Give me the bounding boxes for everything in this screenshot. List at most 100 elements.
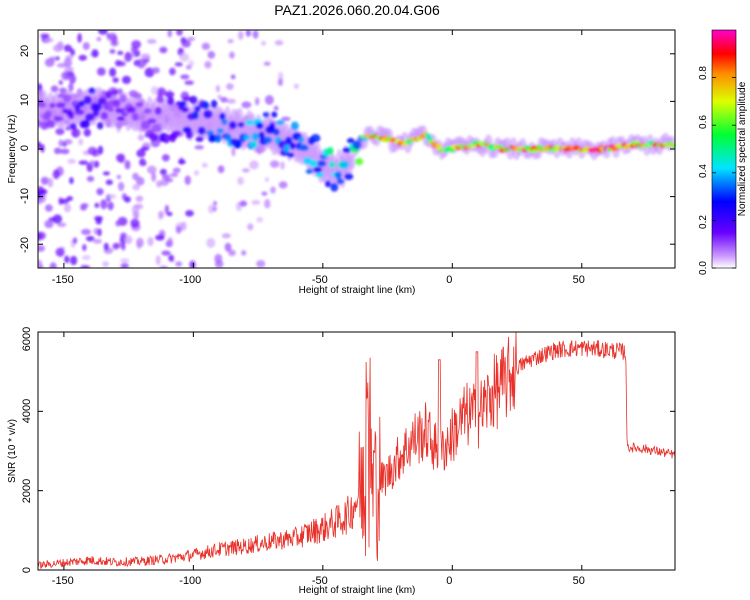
spectrogram-cell — [326, 146, 334, 156]
spectrogram-cell — [227, 39, 234, 44]
spectrogram-cell — [346, 137, 355, 144]
spectrogram-cell — [135, 176, 145, 186]
spectrogram-cell — [130, 218, 140, 229]
spectrogram-cell — [126, 106, 136, 114]
spectrogram-cell — [176, 30, 183, 36]
spectrogram-x-axis-label: Height of straight line (km) — [299, 285, 416, 296]
spectrogram-cell — [112, 242, 120, 250]
spectrogram-cell — [63, 138, 73, 145]
spectrogram-cell — [81, 228, 91, 236]
spectrogram-cell — [121, 241, 126, 251]
spectrogram-cell — [68, 82, 74, 92]
spectrogram-cell — [217, 94, 222, 100]
spectrogram-cell — [194, 145, 204, 150]
spectrogram-cell — [55, 102, 66, 109]
spectrogram-cell — [136, 49, 141, 57]
spectrogram-cell — [175, 261, 183, 267]
spectrogram-cell — [212, 200, 218, 206]
spectrogram-cell — [293, 83, 299, 89]
spectrogram-cell — [61, 71, 71, 81]
spectrogram-cell — [221, 233, 231, 239]
spectrogram-cell — [344, 173, 354, 181]
spectrogram-cell — [159, 265, 169, 268]
spectrogram-cell — [154, 106, 162, 115]
spectrogram-cell — [44, 58, 55, 67]
spectrogram-cell — [247, 223, 254, 231]
spectrogram-cell — [151, 67, 160, 74]
spectrogram-cell — [155, 255, 161, 266]
spectrogram-x-tick-labels: -150 -100 -50 0 50 — [52, 274, 585, 286]
spectrogram-cell — [210, 99, 218, 109]
spectrogram-cell — [261, 40, 266, 46]
spectrogram-cell — [238, 30, 244, 40]
spectrogram-cell — [100, 199, 108, 210]
spectrogram-cell — [87, 146, 98, 155]
spectrogram-cell — [117, 181, 125, 191]
spectrogram-cell — [115, 107, 123, 114]
spectrogram-cell — [164, 90, 175, 99]
spectrogram-cell — [262, 111, 270, 118]
snr-y-tick-labels: 0 2000 4000 6000 — [21, 327, 33, 573]
spectrogram-cell — [178, 159, 186, 165]
spectrogram-cell — [64, 255, 70, 264]
spectrogram-cell — [220, 96, 228, 103]
spectrogram-cell — [63, 44, 72, 52]
spectrogram-cell — [226, 83, 234, 90]
spectrogram-cell — [273, 105, 279, 111]
spectrogram-cell — [352, 140, 362, 150]
spectrogram-cell — [40, 176, 49, 185]
y-tick-label: 20 — [19, 45, 31, 57]
spectrogram-cell — [243, 134, 252, 141]
spectrogram-cell — [136, 58, 146, 69]
spectrogram-cell — [77, 33, 82, 43]
spectrogram-cell — [63, 203, 72, 213]
spectrogram-ticks — [38, 30, 675, 268]
spectrogram-cell — [175, 225, 182, 234]
spectrogram-cell — [131, 40, 142, 49]
spectrogram-cell — [38, 231, 43, 242]
spectrogram-cell — [225, 134, 232, 142]
spectrogram-cell — [116, 174, 122, 180]
spectrogram-cell — [159, 168, 167, 176]
spectrogram-cell — [169, 67, 176, 76]
spectrogram-cell — [185, 210, 194, 217]
spectrogram-cell — [69, 255, 78, 266]
spectrogram-cell — [214, 253, 223, 264]
spectrogram-cell — [245, 119, 254, 126]
spectrogram-cell — [120, 258, 130, 264]
spectrogram-cell — [96, 67, 106, 76]
spectrogram-cell — [44, 37, 54, 43]
spectrogram-cell — [179, 100, 187, 107]
spectrogram-cell — [226, 98, 236, 104]
spectrogram-cell — [297, 136, 305, 143]
snr-background — [38, 332, 675, 570]
spectrogram-cell — [151, 124, 161, 133]
spectrogram-cell — [283, 144, 290, 153]
spectrogram-cell — [263, 61, 271, 66]
spectrogram-cell — [120, 262, 129, 268]
spectrogram-cell — [185, 129, 193, 139]
spectrogram-cell — [143, 108, 152, 114]
y-tick-label: 0 — [19, 145, 31, 151]
spectrogram-cell — [670, 143, 675, 149]
x-tick-label: -50 — [312, 575, 328, 587]
spectrogram-cell — [38, 245, 46, 252]
x-tick-label: -50 — [312, 274, 328, 286]
spectrogram-cell — [268, 122, 276, 131]
spectrogram-y-tick-labels: -20 -10 0 10 20 — [19, 45, 31, 253]
spectrogram-cell — [38, 141, 41, 150]
spectrogram-cell — [278, 181, 288, 189]
spectrogram-cell — [207, 51, 216, 59]
spectrogram-cell — [287, 152, 295, 158]
spectrogram-cell — [342, 147, 351, 153]
spectrogram-cell — [192, 110, 199, 120]
spectrogram-cell — [146, 39, 157, 44]
spectrogram-cell — [60, 148, 70, 155]
spectrogram-cell — [201, 162, 208, 168]
spectrogram-cell — [53, 116, 64, 122]
spectrogram-cell — [67, 111, 75, 120]
spectrogram-cell — [86, 162, 93, 173]
spectrogram-cell — [98, 30, 108, 35]
spectrogram-cell — [140, 146, 150, 151]
colorbar-tick-label: 0.6 — [698, 115, 709, 129]
